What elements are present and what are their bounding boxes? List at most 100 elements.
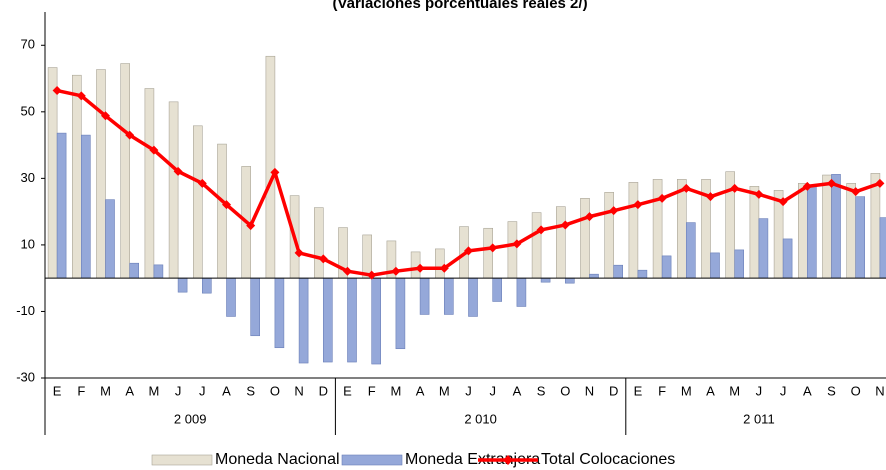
bar	[56, 132, 67, 279]
legend-label: Moneda Nacional	[215, 451, 340, 468]
marker	[512, 239, 522, 249]
x-tick-label: E	[634, 383, 643, 398]
bar	[395, 277, 406, 350]
bar	[72, 74, 82, 279]
x-tick-label: M	[439, 383, 450, 398]
y-tick-label: 50	[21, 103, 35, 118]
bar	[177, 277, 188, 293]
x-tick-label: E	[53, 383, 62, 398]
y-tick-label: -10	[16, 303, 35, 318]
x-tick-label: M	[390, 383, 401, 398]
marker	[560, 220, 570, 230]
marker	[681, 183, 691, 193]
bar	[168, 101, 179, 279]
bar	[589, 273, 599, 279]
bar	[443, 277, 454, 315]
x-tick-label: A	[125, 383, 134, 398]
bar	[806, 186, 817, 279]
bar	[613, 264, 624, 279]
bar	[347, 277, 357, 363]
legend-swatch	[341, 454, 403, 466]
y-tick-label: 30	[21, 170, 35, 185]
bar	[47, 67, 58, 279]
marker	[778, 197, 788, 207]
x-tick-label: O	[270, 383, 280, 398]
bar	[362, 234, 373, 279]
bar	[822, 174, 832, 279]
marker	[754, 189, 764, 199]
x-tick-label: J	[489, 383, 496, 398]
marker	[367, 270, 377, 280]
bar	[831, 174, 841, 279]
marker	[318, 254, 328, 264]
bar	[879, 217, 886, 279]
bar	[193, 125, 203, 279]
y-tick-label: -30	[16, 369, 35, 384]
year-label: 2 010	[464, 411, 497, 426]
marker	[270, 167, 280, 177]
marker	[246, 221, 256, 231]
x-tick-label: M	[681, 383, 692, 398]
x-tick-label: J	[465, 383, 472, 398]
bar	[217, 143, 227, 279]
bar	[531, 212, 542, 279]
bar	[580, 198, 590, 279]
marker	[197, 178, 207, 188]
marker	[76, 91, 86, 101]
bar	[105, 199, 115, 279]
year-label: 2 009	[174, 411, 207, 426]
bar	[507, 221, 518, 279]
bar	[846, 183, 857, 279]
bar	[371, 277, 382, 365]
bar	[492, 277, 503, 302]
x-tick-label: A	[706, 383, 715, 398]
bar	[564, 277, 575, 284]
x-tick-label: M	[148, 383, 159, 398]
marker	[730, 183, 740, 193]
marker	[875, 178, 885, 188]
bar	[434, 248, 445, 279]
legend-label: Total Colocaciones	[541, 451, 675, 468]
marker	[827, 178, 836, 188]
bar	[652, 179, 663, 279]
bar	[81, 134, 91, 279]
marker	[536, 225, 546, 235]
x-tick-label: A	[416, 383, 425, 398]
bar	[870, 173, 881, 279]
x-tick-label: A	[513, 383, 522, 398]
x-tick-label: F	[77, 383, 85, 398]
marker	[391, 266, 401, 276]
year-label: 2 011	[743, 411, 775, 426]
bar	[265, 55, 276, 279]
bar	[749, 186, 760, 279]
bar	[734, 249, 745, 279]
marker	[802, 181, 812, 191]
bar	[855, 196, 866, 279]
bar	[202, 277, 212, 294]
legend-marker	[503, 455, 513, 465]
marker	[439, 263, 449, 273]
marker	[173, 166, 183, 176]
x-tick-label: A	[803, 383, 812, 398]
bar	[516, 277, 527, 307]
bar	[153, 264, 164, 279]
marker	[343, 266, 352, 276]
x-tick-label: N	[875, 383, 884, 398]
bar	[604, 192, 615, 279]
bar	[797, 183, 808, 279]
bar	[250, 277, 260, 337]
x-tick-label: S	[246, 383, 255, 398]
bar	[676, 179, 687, 279]
marker	[294, 248, 304, 258]
chart-title: (Variaciones porcentuales reales 2/)	[332, 0, 587, 12]
x-tick-label: E	[343, 383, 352, 398]
y-tick-label: 70	[21, 37, 35, 52]
marker	[657, 193, 667, 203]
marker	[488, 243, 498, 253]
bar	[226, 277, 236, 317]
x-tick-label: F	[658, 383, 666, 398]
bar	[298, 277, 309, 364]
x-tick-label: M	[729, 383, 740, 398]
x-tick-label: A	[222, 383, 231, 398]
x-tick-label: F	[368, 383, 376, 398]
